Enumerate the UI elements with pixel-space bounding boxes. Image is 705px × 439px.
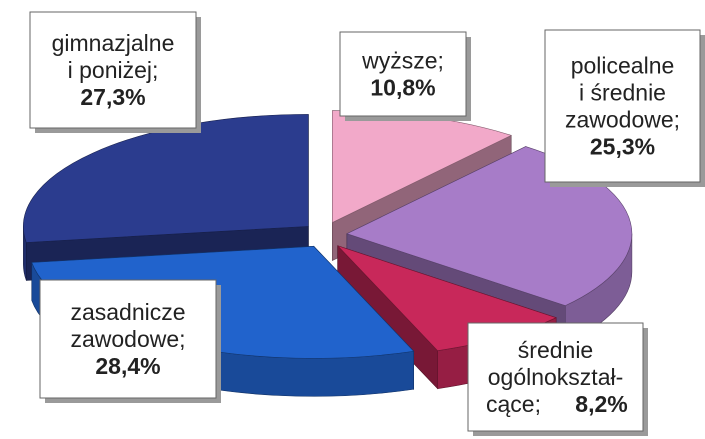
label-line: zasadnicze	[70, 299, 185, 325]
category-label: gimnazjalne i poniżej;	[52, 30, 175, 83]
value-label: 25,3%	[590, 134, 655, 160]
label-line: zawodowe;	[565, 107, 680, 133]
label-line: gimnazjalne	[52, 30, 175, 56]
value-label: 10,8%	[370, 75, 435, 101]
label-line: średnie	[518, 337, 593, 363]
value-label: 28,4%	[95, 353, 160, 379]
category-label: wyższe;	[361, 48, 444, 74]
label-box	[467, 322, 644, 432]
label-line: policealne	[571, 53, 675, 79]
label-line: i poniżej;	[68, 57, 159, 83]
slice-top	[23, 114, 309, 243]
category-label: policealne i średnie zawodowe;	[565, 53, 680, 133]
label-box	[544, 29, 701, 183]
label-box	[39, 279, 217, 399]
value-label: 27,3%	[80, 84, 145, 110]
label-line: ogólnokształ-	[488, 364, 624, 390]
label-line: i średnie	[579, 80, 666, 106]
category-label: średnie ogólnokształ-cące;	[486, 337, 623, 417]
label-line: zawodowe;	[70, 326, 185, 352]
label-line: cące;	[486, 391, 541, 417]
label-box	[29, 11, 197, 129]
category-label: zasadnicze zawodowe;	[70, 299, 185, 352]
value-label: 8,2%	[575, 391, 627, 417]
label-box	[339, 31, 467, 117]
label-line: wyższe;	[361, 48, 444, 74]
